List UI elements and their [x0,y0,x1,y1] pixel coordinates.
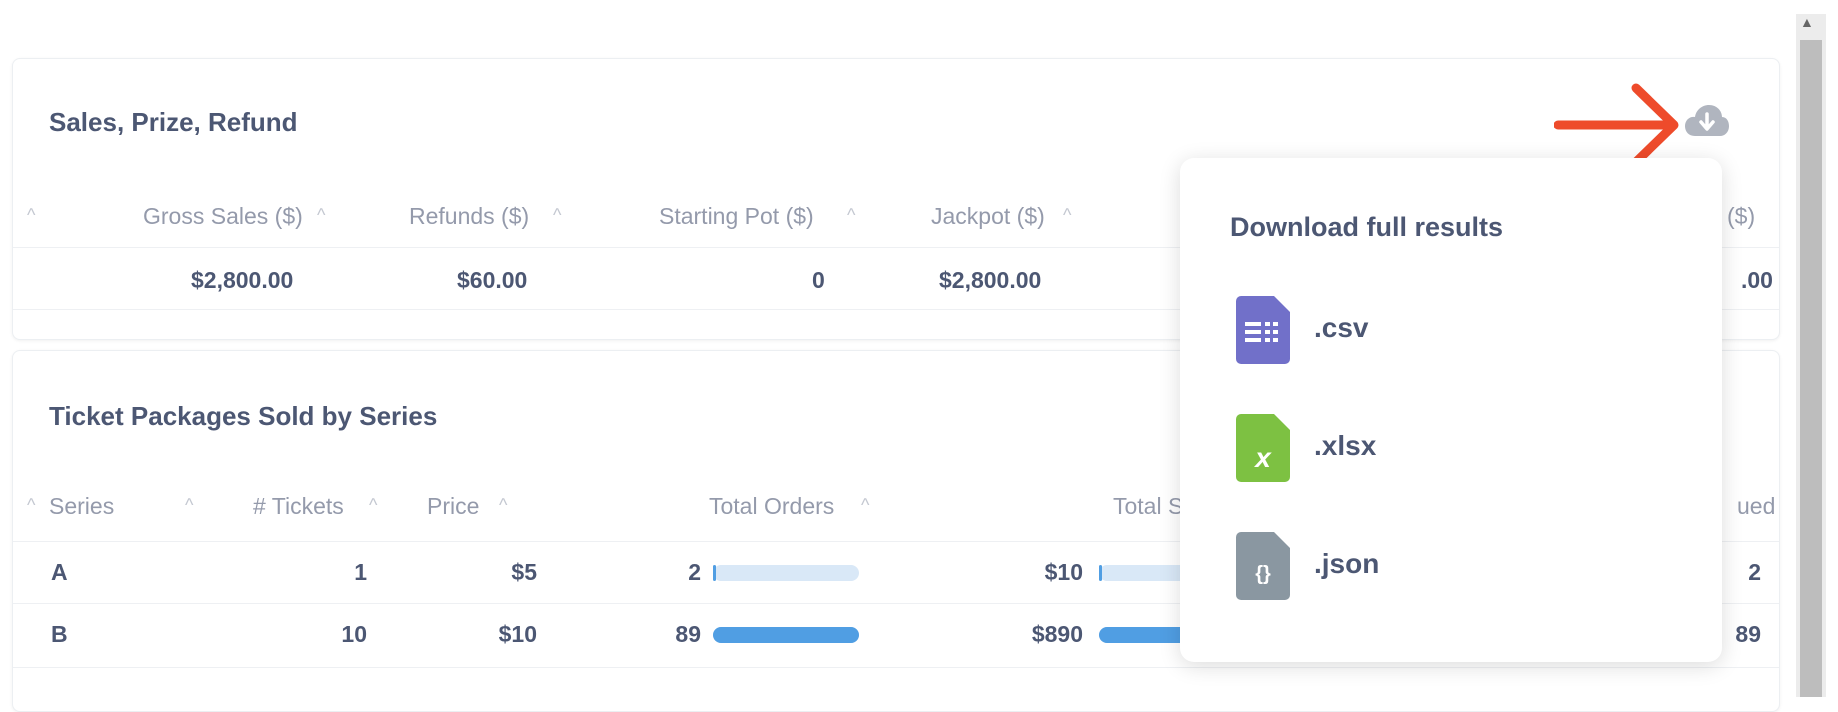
orders-bar [713,565,716,581]
column-header-partial[interactable]: ($) [1727,203,1756,229]
sales-bar-track [1099,565,1193,581]
column-header-price[interactable]: Price [427,493,480,519]
sort-caret-icon[interactable]: ^ [499,495,508,515]
cell-gross-sales: $2,800.00 [191,267,294,293]
row-divider [13,603,1779,604]
xlsx-file-icon: x [1236,414,1290,482]
column-header-refunds[interactable]: Refunds ($) [409,203,530,229]
column-header-starting-pot[interactable]: Starting Pot ($) [659,203,814,229]
cell-tickets: 1 [354,559,367,585]
cell-series: A [51,559,68,585]
card-title: Ticket Packages Sold by Series [49,401,438,431]
cell-refunds: $60.00 [457,267,528,293]
column-header-tickets[interactable]: # Tickets [253,493,344,519]
sort-caret-icon[interactable]: ^ [369,495,378,515]
red-arrow-icon [1554,83,1679,167]
sort-caret-icon[interactable]: ^ [1063,205,1072,225]
cell-partial: 2 [1748,559,1761,585]
cell-price: $5 [511,559,537,585]
popover-title: Download full results [1230,212,1504,242]
row-divider [13,541,1779,542]
row-divider [13,667,1779,668]
download-csv-option[interactable]: .csv [1236,296,1676,366]
scroll-up-arrow-icon[interactable]: ▲ [1800,14,1814,30]
orders-bar [713,627,859,643]
column-header-total-orders[interactable]: Total Orders [709,493,835,519]
download-popover: Download full results .csv x .xlsx {} . [1180,158,1722,662]
csv-file-icon [1236,296,1290,364]
cell-partial: 89 [1735,621,1761,647]
cell-price: $10 [498,621,537,647]
orders-bar-track [713,565,859,581]
sort-caret-icon[interactable]: ^ [317,205,326,225]
sort-caret-icon[interactable]: ^ [553,205,562,225]
sort-caret-icon[interactable]: ^ [27,495,36,515]
column-header-jackpot[interactable]: Jackpot ($) [931,203,1045,229]
cell-orders: 2 [688,559,701,585]
option-label-json: .json [1314,548,1380,579]
sort-caret-icon[interactable]: ^ [185,495,194,515]
option-label-xlsx: .xlsx [1314,430,1377,461]
option-label-csv: .csv [1314,312,1369,343]
column-header-series[interactable]: Series [49,493,115,519]
cell-tickets: 10 [341,621,367,647]
download-json-option[interactable]: {} .json [1236,532,1676,602]
cell-orders: 89 [675,621,701,647]
row-divider [13,247,1779,248]
scrollbar-thumb[interactable] [1800,40,1822,697]
sort-caret-icon[interactable]: ^ [27,205,36,225]
cell-starting-pot: 0 [812,267,825,293]
sort-caret-icon[interactable]: ^ [847,205,856,225]
json-file-icon: {} [1236,532,1290,600]
column-header-gross-sales[interactable]: Gross Sales ($) [143,203,303,229]
sales-bar [1099,627,1193,643]
sales-bar [1099,565,1102,581]
cell-partial: .00 [1741,267,1773,293]
cloud-download-icon[interactable] [1684,104,1730,140]
cell-jackpot: $2,800.00 [939,267,1042,293]
column-header-total-sales[interactable]: Total S [1113,493,1184,519]
download-xlsx-option[interactable]: x .xlsx [1236,414,1676,484]
card-title: Sales, Prize, Refund [49,107,298,137]
cell-sales: $890 [1031,621,1083,647]
cell-series: B [51,621,68,647]
row-divider [13,309,1779,310]
cell-sales: $10 [1044,559,1083,585]
sort-caret-icon[interactable]: ^ [861,495,870,515]
column-header-partial[interactable]: ued [1737,493,1776,519]
